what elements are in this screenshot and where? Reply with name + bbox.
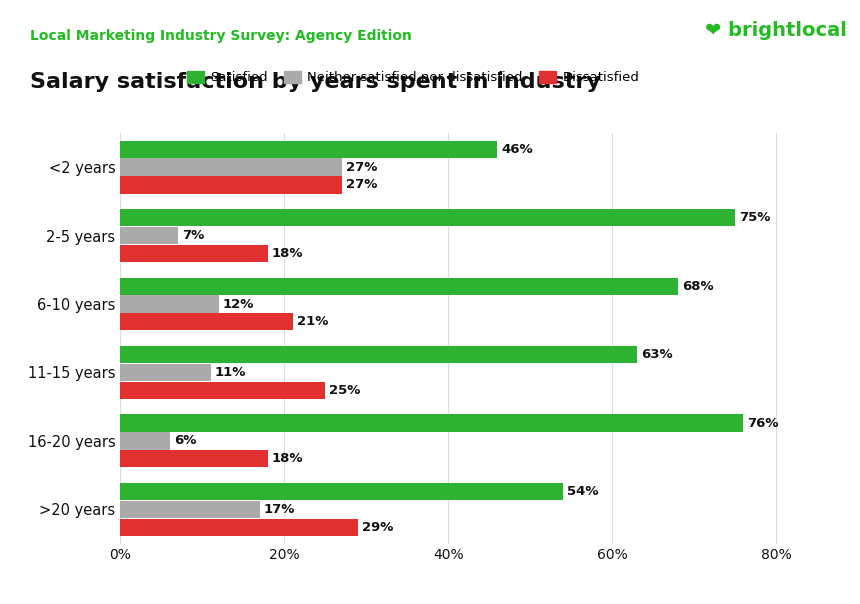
Text: Local Marketing Industry Survey: Agency Edition: Local Marketing Industry Survey: Agency … [30, 28, 412, 42]
Text: 27%: 27% [346, 161, 378, 173]
Bar [120, 432, 169, 449]
Bar [120, 519, 358, 536]
Text: 54%: 54% [567, 485, 599, 498]
Text: 29%: 29% [362, 521, 394, 534]
Text: 25%: 25% [329, 384, 360, 397]
Legend: Satisfied, Neither satisfied nor dissatisfied, Dissatisfied: Satisfied, Neither satisfied nor dissati… [181, 66, 645, 89]
Bar [120, 501, 260, 518]
Bar [120, 346, 636, 363]
Bar [120, 227, 178, 244]
Text: 11%: 11% [215, 366, 246, 379]
Text: 6%: 6% [174, 434, 196, 448]
Bar [120, 141, 497, 158]
Text: 76%: 76% [747, 417, 779, 429]
Text: 17%: 17% [264, 503, 295, 516]
Text: 21%: 21% [297, 315, 328, 329]
Bar [120, 313, 292, 330]
Text: 7%: 7% [181, 229, 204, 242]
Bar [120, 450, 268, 467]
Text: ❤ brightlocal: ❤ brightlocal [705, 21, 847, 40]
Text: Salary satisfaction by years spent in industry: Salary satisfaction by years spent in in… [30, 72, 601, 92]
Bar [120, 209, 735, 226]
Bar [120, 483, 563, 500]
Bar [120, 364, 211, 381]
Text: 27%: 27% [346, 178, 378, 191]
Bar [120, 158, 341, 176]
Bar [120, 278, 678, 295]
Text: 12%: 12% [223, 298, 255, 310]
Text: 18%: 18% [272, 247, 304, 260]
Bar [120, 295, 218, 313]
Bar [120, 414, 743, 432]
Text: 68%: 68% [682, 280, 714, 293]
Bar [120, 382, 325, 399]
Text: 63%: 63% [641, 348, 673, 361]
Text: 18%: 18% [272, 452, 304, 465]
Text: 75%: 75% [739, 211, 771, 224]
Bar [120, 176, 341, 193]
Bar [120, 245, 268, 262]
Text: 46%: 46% [501, 143, 533, 156]
